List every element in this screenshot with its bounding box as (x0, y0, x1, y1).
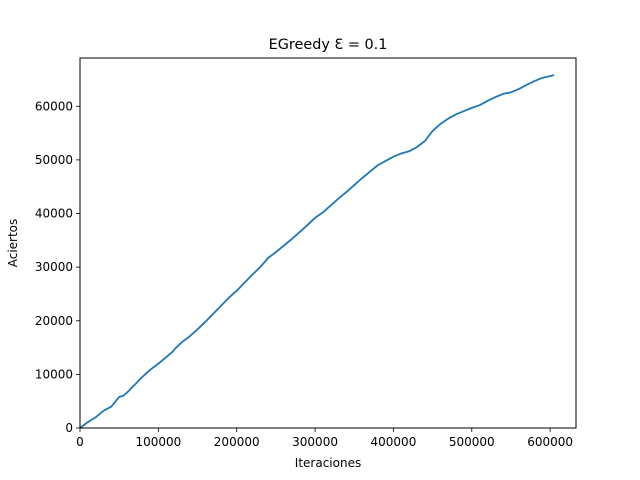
y-tick-label: 30000 (35, 260, 73, 274)
y-tick-label: 10000 (35, 367, 73, 381)
y-tick-label: 20000 (35, 314, 73, 328)
x-tick-label: 400000 (371, 435, 417, 449)
y-tick-label: 50000 (35, 153, 73, 167)
y-axis-label: Aciertos (6, 219, 20, 268)
plot-area (79, 57, 577, 429)
y-tick-label: 40000 (35, 207, 73, 221)
x-tick-label: 100000 (135, 435, 181, 449)
x-tick-label: 500000 (449, 435, 495, 449)
x-axis-label: Iteraciones (295, 456, 361, 470)
chart-title: EGreedy Ɛ = 0.1 (269, 37, 388, 53)
series-line (79, 74, 555, 429)
x-tick-label: 200000 (214, 435, 260, 449)
x-axis: 0 100000 200000 300000 400000 500000 600000 (76, 428, 573, 449)
x-tick-label: 300000 (292, 435, 338, 449)
axes-frame (79, 57, 577, 429)
y-tick-label: 0 (65, 421, 73, 435)
y-axis: 0 10000 20000 30000 40000 50000 60000 (35, 99, 80, 435)
y-tick-label: 60000 (35, 99, 73, 113)
x-tick-label: 600000 (527, 435, 573, 449)
x-tick-label: 0 (76, 435, 84, 449)
